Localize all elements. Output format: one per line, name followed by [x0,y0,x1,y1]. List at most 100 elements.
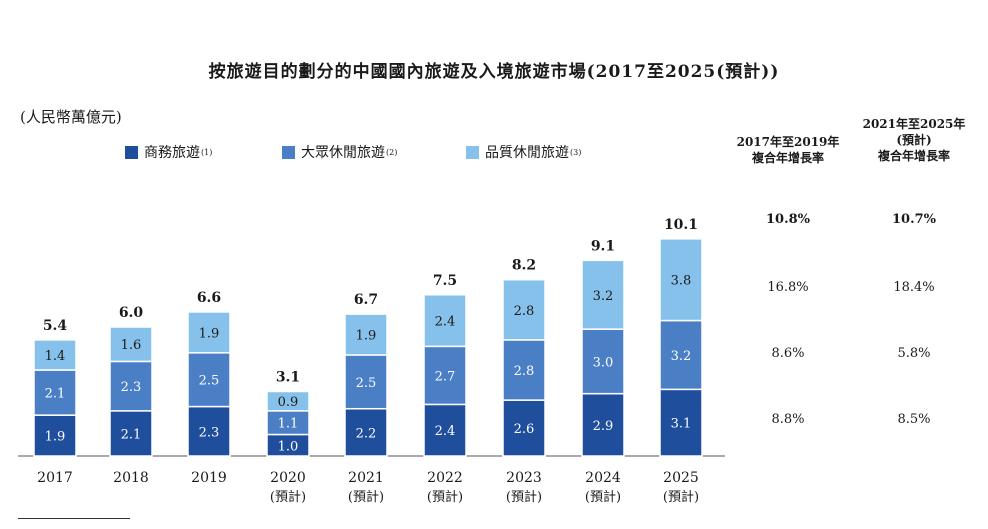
x-tick-label-2021: 2021 [348,470,384,486]
data-label-business-2024: 2.9 [593,419,614,434]
legend-label-quality: 品質休閒旅遊 [485,145,569,161]
bar-segment-quality-2024 [581,259,625,330]
cagr-header-2017-2019-line2: 複合年增長率 [751,151,824,165]
x-tick-label-2019: 2019 [191,470,227,486]
legend-swatch-quality [466,145,479,159]
cagr-business-2021-2025: 8.5% [897,412,931,427]
bar-segment-business-2018 [109,410,153,457]
bar-segment-business-2023 [502,399,546,457]
bar-segment-quality-2022 [423,294,467,348]
data-label-business-2022: 2.4 [435,424,456,439]
bar-segment-mass-2018 [109,360,153,412]
data-label-business-2019: 2.3 [199,425,220,440]
unit-label: (人民幣萬億元) [20,108,122,126]
total-label-2019: 6.6 [197,290,221,306]
x-tick-label-2024: 2024 [585,470,621,486]
legend-note-quality: (3) [570,147,582,157]
data-label-quality-2025: 3.8 [671,274,692,289]
cagr-business-2017-2019: 8.8% [771,412,805,427]
x-tick-note-2022: (預計) [427,489,463,505]
data-label-business-2023: 2.6 [514,422,535,437]
total-label-2022: 7.5 [433,273,457,289]
cagr-header-2021-2025-line1: 2021年至2025年 [862,117,966,131]
data-label-business-2020: 1.0 [278,439,299,454]
legend-item-mass: 大眾休閒旅遊 (2) [282,142,397,162]
bar-segment-quality-2021 [344,313,388,356]
data-label-quality-2023: 2.8 [514,304,535,319]
total-label-2018: 6.0 [119,305,144,321]
cagr-header-2017-2019-line1: 2017年至2019年 [736,135,840,149]
x-tick-note-2025: (預計) [663,489,699,505]
x-tick-label-2022: 2022 [427,470,463,486]
data-label-quality-2020: 0.9 [278,395,299,410]
x-tick-label-2023: 2023 [506,470,542,486]
x-tick-note-2020: (預計) [270,489,306,505]
data-label-quality-2019: 1.9 [199,326,220,341]
legend-note-mass: (2) [386,147,398,157]
data-label-mass-2017: 2.1 [45,387,66,402]
chart-title: 按旅遊目的劃分的中國國內旅遊及入境旅遊市場(2017至2025(預計)) [208,62,780,82]
bar-segment-mass-2022 [423,345,467,406]
total-label-2021: 6.7 [354,292,378,308]
data-label-quality-2017: 1.4 [45,349,66,364]
data-label-quality-2022: 2.4 [435,315,456,330]
total-label-2025: 10.1 [664,217,698,233]
bar-segment-business-2024 [581,392,625,457]
x-tick-label-2018: 2018 [113,470,149,486]
bar-segment-quality-2018 [109,326,153,363]
bar-segment-business-2022 [423,403,467,457]
data-label-quality-2021: 1.9 [356,329,377,344]
cagr-mass-2017-2019: 8.6% [771,346,805,361]
total-label-2023: 8.2 [512,258,536,274]
data-label-mass-2024: 3.0 [593,355,614,370]
x-tick-label-2017: 2017 [37,470,73,486]
total-label-2020: 3.1 [276,370,300,386]
bar-segment-mass-2024 [581,328,625,395]
data-label-mass-2023: 2.8 [514,364,535,379]
cagr-total-2017-2019: 10.8% [765,212,810,227]
x-tick-label-2020: 2020 [270,470,306,486]
data-label-mass-2018: 2.3 [121,380,142,395]
total-label-2017: 5.4 [43,318,68,334]
bar-segment-quality-2020 [266,390,310,412]
bar-segment-quality-2019 [187,311,231,354]
data-label-business-2021: 2.2 [356,426,377,441]
cagr-mass-2021-2025: 5.8% [897,346,931,361]
data-label-business-2025: 3.1 [671,417,692,432]
data-label-mass-2021: 2.5 [356,376,377,391]
data-label-mass-2022: 2.7 [435,369,456,384]
legend-item-business: 商務旅遊 (1) [125,142,212,162]
legend-swatch-business [125,145,138,159]
cagr-quality-2021-2025: 18.4% [893,280,935,295]
data-label-business-2018: 2.1 [121,427,142,442]
cagr-header-2017-2019: 2017年至2019年 複合年增長率 [728,134,848,166]
cagr-header-2021-2025-line3: 複合年增長率 [877,149,950,163]
cagr-header-2021-2025: 2021年至2025年 (預計) 複合年增長率 [846,116,982,164]
data-label-mass-2020: 1.1 [278,417,299,432]
legend-item-quality: 品質休閒旅遊 (3) [466,142,581,162]
x-tick-note-2021: (預計) [348,489,384,505]
legend-label-mass: 大眾休閒旅遊 [301,145,385,161]
x-tick-note-2023: (預計) [506,489,542,505]
cagr-quality-2017-2019: 16.8% [767,280,809,295]
data-label-quality-2018: 1.6 [121,338,142,353]
data-label-mass-2025: 3.2 [671,349,692,364]
cagr-total-2021-2025: 10.7% [891,212,936,227]
cagr-header-2021-2025-line2: (預計) [896,133,932,147]
legend-swatch-mass [282,145,295,159]
bar-segment-quality-2025 [659,238,703,322]
data-label-mass-2019: 2.5 [199,374,220,389]
x-tick-label-2025: 2025 [663,470,699,486]
bar-segment-quality-2023 [502,278,546,341]
legend-label-business: 商務旅遊 [144,145,200,161]
total-label-2024: 9.1 [591,238,615,254]
legend-note-business: (1) [201,147,213,157]
bar-segment-quality-2017 [33,339,77,371]
data-label-business-2017: 1.9 [45,430,66,445]
x-tick-note-2024: (預計) [585,489,621,505]
bar-segment-mass-2021 [344,354,388,410]
data-label-quality-2024: 3.2 [593,289,614,304]
footnote-divider [18,518,130,519]
bar-segment-business-2019 [187,405,231,457]
